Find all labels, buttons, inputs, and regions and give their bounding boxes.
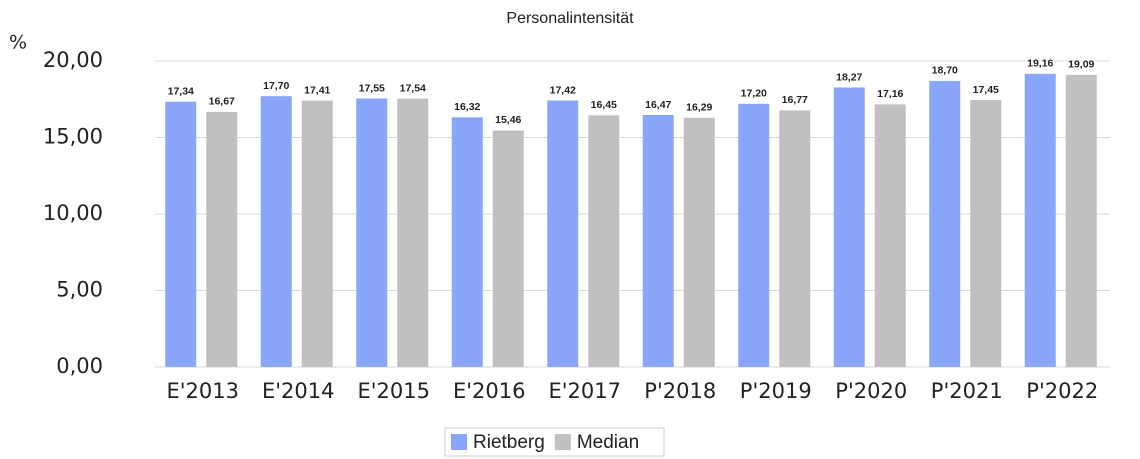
bar [970, 100, 1002, 367]
x-tick-label: P'2019 [740, 379, 812, 403]
y-tick-label: 15,00 [43, 125, 103, 149]
value-label: 15,46 [495, 114, 521, 126]
value-label: 17,41 [304, 84, 330, 96]
value-label: 16,47 [645, 99, 671, 111]
bar [642, 115, 674, 367]
legend-box [444, 427, 665, 457]
bar [451, 117, 483, 367]
value-label: 17,16 [877, 88, 903, 100]
bar [1024, 73, 1056, 368]
x-tick-label: E'2017 [549, 379, 622, 403]
value-label: 17,54 [400, 82, 426, 94]
bar [260, 96, 292, 367]
x-tick-label: E'2016 [453, 379, 526, 403]
legend-swatch [554, 434, 571, 450]
x-tick-label: P'2022 [1026, 379, 1098, 403]
legend-label: Median [577, 432, 639, 453]
bar [833, 87, 865, 368]
x-tick-label: E'2014 [262, 379, 335, 403]
bar [356, 98, 388, 368]
value-label: 17,42 [550, 84, 576, 96]
bar [547, 100, 579, 367]
bar [165, 101, 197, 367]
value-label: 19,09 [1068, 59, 1094, 71]
bar [683, 117, 715, 367]
value-label: 17,55 [359, 82, 385, 94]
x-tick-label: E'2013 [167, 379, 240, 403]
value-label: 16,77 [782, 94, 808, 106]
x-tick-label: P'2021 [931, 379, 1003, 403]
bar [397, 98, 429, 367]
y-tick-label: 0,00 [56, 354, 103, 378]
bar [1065, 74, 1097, 367]
value-label: 19,16 [1027, 58, 1053, 70]
value-label: 16,67 [209, 96, 235, 108]
x-tick-label: E'2015 [358, 379, 431, 403]
bar [206, 111, 238, 367]
value-label: 18,70 [932, 65, 958, 77]
legend-swatch [451, 434, 467, 450]
y-axis-label: % [9, 32, 27, 54]
value-label: 16,29 [686, 102, 712, 114]
value-label: 17,20 [741, 88, 767, 100]
x-tick-label: P'2018 [644, 379, 716, 403]
bar [588, 115, 620, 367]
value-label: 17,45 [973, 84, 999, 96]
y-tick-label: 10,00 [43, 201, 103, 225]
value-label: 16,45 [591, 99, 617, 111]
x-tick-label: P'2020 [835, 379, 907, 403]
bar [301, 100, 333, 367]
value-label: 17,34 [168, 85, 194, 97]
bar [779, 110, 811, 367]
legend-label: Rietberg [473, 432, 545, 453]
value-label: 18,27 [836, 71, 862, 83]
value-label: 17,70 [263, 80, 289, 92]
bar [874, 104, 906, 368]
y-tick-label: 5,00 [56, 278, 103, 302]
y-tick-label: 20,00 [43, 48, 103, 72]
bar [492, 130, 524, 367]
chart-title: Personalintensität [506, 10, 634, 27]
value-label: 16,32 [454, 101, 480, 113]
bar [929, 80, 961, 367]
bar [738, 103, 770, 367]
